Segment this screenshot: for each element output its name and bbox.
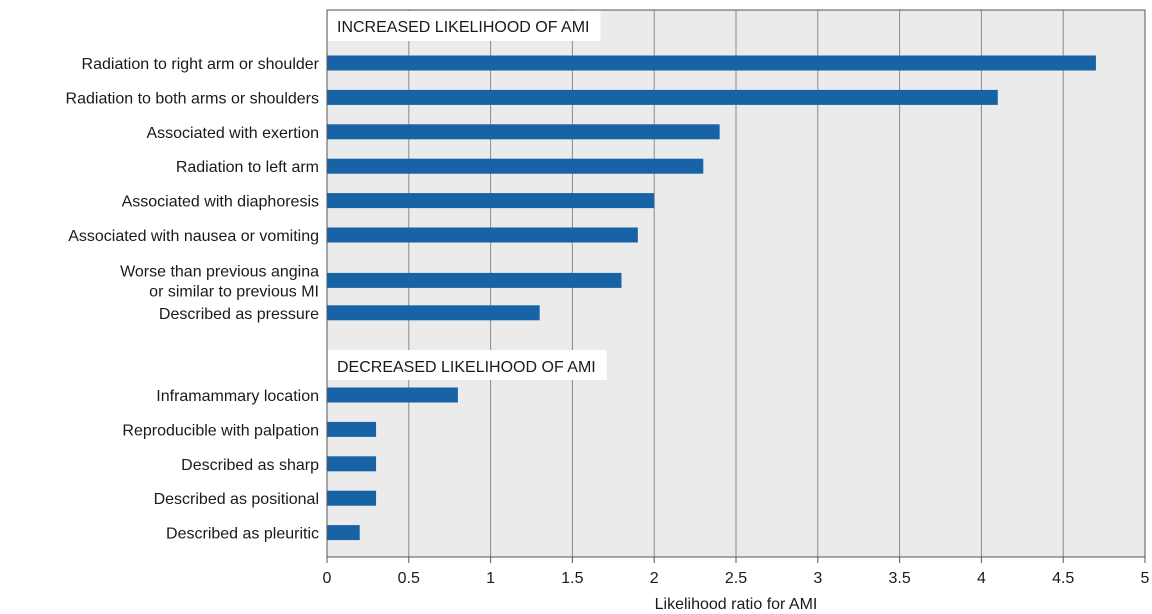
category-label: or similar to previous MI xyxy=(149,283,319,300)
bar xyxy=(327,193,655,209)
x-tick-label: 3 xyxy=(813,570,822,587)
x-tick-label: 5 xyxy=(1141,570,1150,587)
bar xyxy=(327,305,540,321)
section-label-background xyxy=(328,11,601,41)
x-tick-label: 1.5 xyxy=(561,570,583,587)
category-label: Radiation to both arms or shoulders xyxy=(66,90,319,107)
section-label-background xyxy=(328,350,607,380)
category-label: Associated with diaphoresis xyxy=(122,194,319,211)
bar xyxy=(327,525,360,541)
category-labels: Radiation to right arm or shoulder Radiat… xyxy=(66,56,320,543)
category-label: Described as sharp xyxy=(181,457,319,474)
category-label: Associated with exertion xyxy=(146,125,319,142)
x-axis-ticks: 0 0.5 1 1.5 2 2.5 3 3.5 4 4.5 5 xyxy=(323,557,1150,587)
category-label: Radiation to right arm or shoulder xyxy=(82,56,320,73)
category-label: Described as pressure xyxy=(159,306,319,323)
category-label: Described as pleuritic xyxy=(166,526,319,543)
bar xyxy=(327,387,458,403)
section-labels: INCREASED LIKELIHOOD OF AMI DECREASED LIK… xyxy=(328,11,607,380)
x-tick-label: 1 xyxy=(486,570,495,587)
category-label: Associated with nausea or vomiting xyxy=(68,228,319,245)
x-tick-label: 2 xyxy=(650,570,659,587)
x-tick-label: 4.5 xyxy=(1052,570,1074,587)
bar xyxy=(327,55,1096,71)
bar xyxy=(327,421,377,437)
category-label: Described as positional xyxy=(154,491,319,508)
bar xyxy=(327,272,622,288)
section-label: DECREASED LIKELIHOOD OF AMI xyxy=(337,359,596,376)
bar xyxy=(327,124,720,140)
category-label: Inframammary location xyxy=(156,388,319,405)
bar xyxy=(327,227,638,243)
x-tick-label: 4 xyxy=(977,570,986,587)
category-label: Worse than previous angina xyxy=(120,263,319,280)
x-tick-label: 0 xyxy=(323,570,332,587)
x-tick-label: 0.5 xyxy=(398,570,420,587)
category-label: Radiation to left arm xyxy=(176,159,319,176)
x-tick-label: 3.5 xyxy=(888,570,910,587)
bar xyxy=(327,456,377,472)
section-label: INCREASED LIKELIHOOD OF AMI xyxy=(337,19,590,36)
x-tick-label: 2.5 xyxy=(725,570,747,587)
category-label: Reproducible with palpation xyxy=(122,422,319,439)
bar xyxy=(327,490,377,506)
bars xyxy=(327,55,1096,541)
bar xyxy=(327,89,998,105)
x-axis-title: Likelihood ratio for AMI xyxy=(655,596,818,613)
bar xyxy=(327,158,704,174)
